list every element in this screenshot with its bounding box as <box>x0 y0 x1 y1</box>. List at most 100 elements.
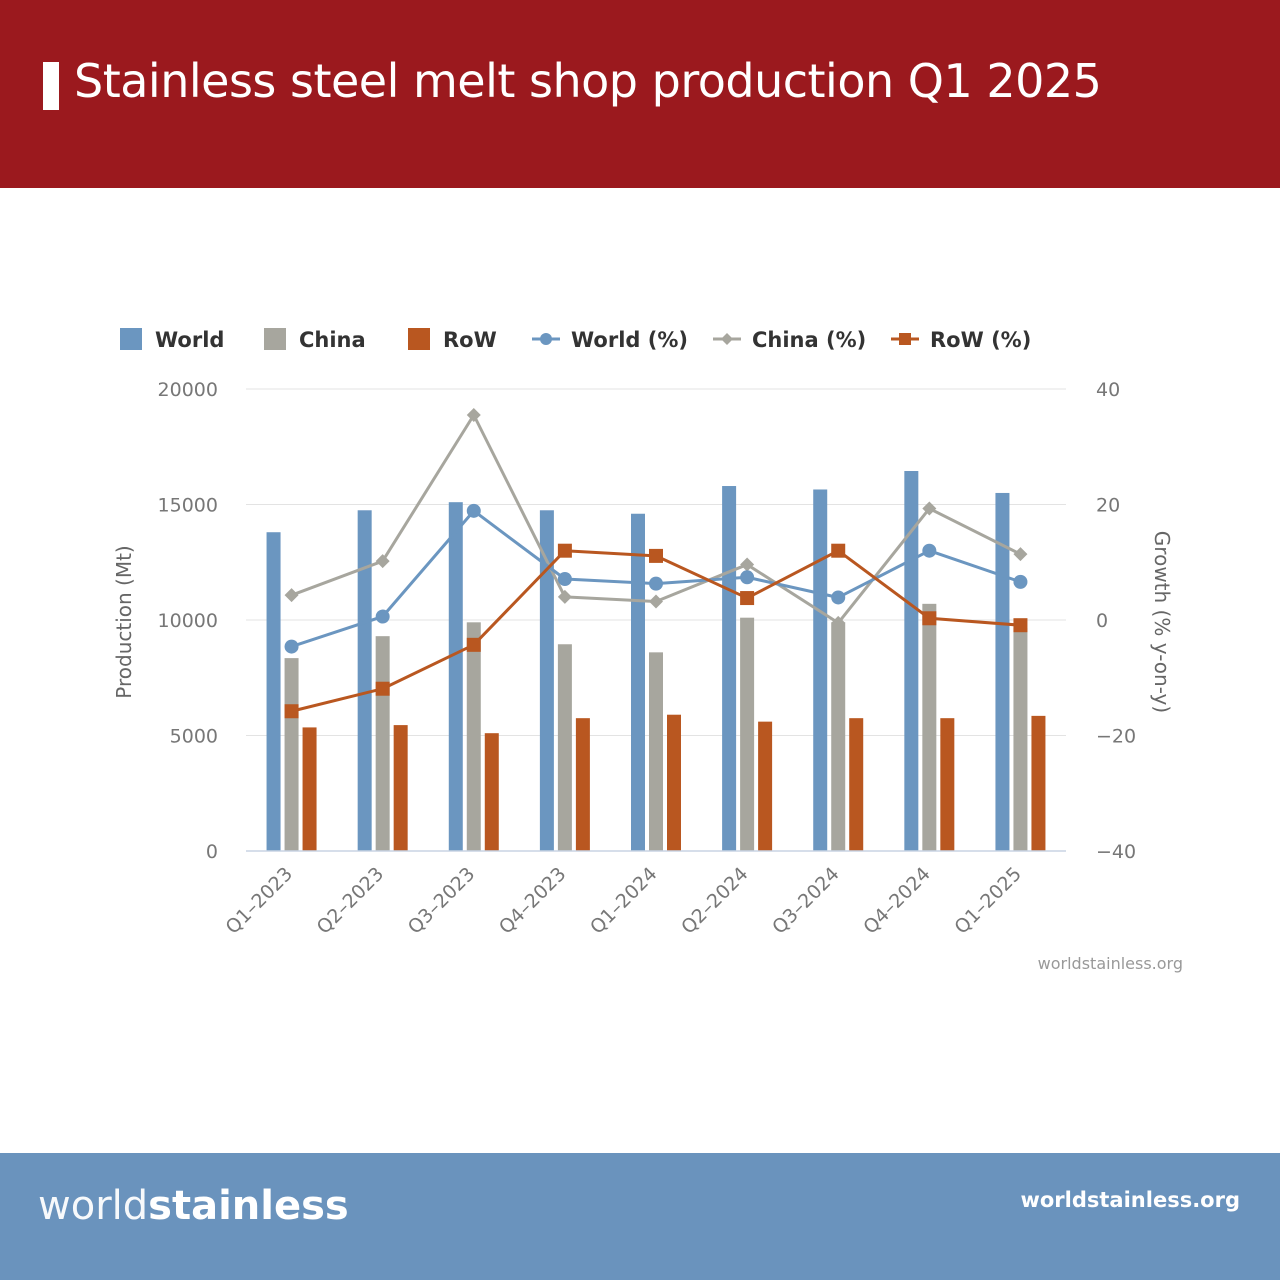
x-tick-label: Q1–2025 <box>950 863 1026 939</box>
point-world <box>922 543 937 558</box>
bar-china <box>922 603 937 851</box>
point-row <box>284 704 299 719</box>
point-china <box>466 407 481 422</box>
point-row <box>1013 618 1028 633</box>
bar-row <box>667 714 681 851</box>
bar-world <box>995 492 1010 851</box>
point-world <box>649 576 663 591</box>
legend-label-world: World <box>155 328 224 352</box>
bar-world <box>448 502 463 851</box>
bar-row <box>575 718 590 851</box>
y2-tick-label: 40 <box>1096 379 1120 401</box>
x-tick-label: Q3–2024 <box>768 863 844 939</box>
bar-row <box>849 718 864 851</box>
point-china <box>284 588 299 603</box>
bar-row <box>758 721 773 851</box>
bar-world <box>813 489 828 851</box>
legend-label-china: China (%) <box>752 328 866 352</box>
y2-tick-label: −20 <box>1096 726 1136 748</box>
bar-china <box>831 622 846 851</box>
bar-china <box>557 644 572 851</box>
point-world <box>831 590 846 605</box>
chart-container: 0 −40 5000 −20 10000 0 15000 20 20000 40 Q1–2023 Q2… <box>0 300 1280 1000</box>
point-world <box>375 609 390 624</box>
y-axis-label: Production (Mt) <box>112 545 136 698</box>
y2-tick-label: −40 <box>1096 841 1136 863</box>
legend-marker-row <box>899 333 911 345</box>
x-tick-label: Q4–2024 <box>859 863 935 939</box>
legend-swatch-china <box>264 328 286 350</box>
bar-china <box>649 652 663 851</box>
bar-world <box>631 513 645 851</box>
source-label: worldstainless.org <box>1038 954 1183 973</box>
point-row <box>557 543 572 558</box>
legend-label-row: RoW (%) <box>930 328 1031 352</box>
point-china <box>649 594 663 609</box>
point-world <box>557 571 572 586</box>
y-tick-label: 5000 <box>170 726 218 748</box>
x-tick-label: Q2–2024 <box>677 863 753 939</box>
bar-china <box>375 636 390 851</box>
footer-banner <box>0 1153 1280 1280</box>
point-china <box>831 615 846 630</box>
point-china <box>922 501 937 516</box>
x-tick-label: Q4–2023 <box>495 863 571 939</box>
footer-url-link[interactable]: worldstainless.org <box>1020 1188 1240 1212</box>
legend-marker-world <box>540 333 552 345</box>
worldstainless-logo: worldstainless <box>38 1183 349 1229</box>
legend-label-china: China <box>299 328 366 352</box>
bar-row <box>393 725 408 851</box>
point-world <box>740 570 755 585</box>
y2-tick-label: 20 <box>1096 495 1120 517</box>
title-accent-bar <box>43 62 59 110</box>
bar-china <box>466 622 481 851</box>
logo-text-world: world <box>38 1183 149 1229</box>
y-tick-label: 15000 <box>158 495 218 517</box>
x-tick-label: Q3–2023 <box>404 863 480 939</box>
page-title: Stainless steel melt shop production Q1 … <box>74 54 1102 108</box>
point-china <box>557 589 572 604</box>
point-row <box>740 591 755 606</box>
y-tick-label: 20000 <box>158 379 218 401</box>
x-tick-label: Q2–2023 <box>313 863 389 939</box>
point-row <box>922 611 937 626</box>
point-row <box>831 543 846 558</box>
y2-axis-label: Growth (% y-on-y) <box>1150 531 1174 713</box>
bar-row <box>1031 715 1046 851</box>
bar-world <box>722 486 737 851</box>
bar-world <box>539 510 554 851</box>
point-china <box>1013 547 1028 562</box>
legend-label-world: World (%) <box>571 328 688 352</box>
y-tick-label: 10000 <box>158 610 218 632</box>
chart-legend: World China RoW World (%) China (%) RoW (%) <box>120 328 1031 352</box>
point-row <box>466 637 481 652</box>
legend-swatch-world <box>120 328 142 350</box>
line-series <box>284 407 1028 719</box>
legend-swatch-row <box>408 328 430 350</box>
bar-row <box>302 727 317 851</box>
point-row <box>649 548 663 563</box>
point-china <box>740 557 755 572</box>
bar-world <box>266 532 281 851</box>
point-row <box>375 681 390 696</box>
bar-row <box>484 733 499 851</box>
point-world <box>466 503 481 518</box>
x-tick-label: Q1–2023 <box>221 863 297 939</box>
bar-china <box>1013 628 1028 851</box>
y-tick-label: 0 <box>206 841 218 863</box>
legend-marker-china <box>721 333 733 345</box>
bar-china <box>740 617 755 851</box>
bar-world <box>357 510 372 851</box>
logo-text-stainless: stainless <box>148 1183 349 1229</box>
bar-world <box>904 471 919 851</box>
y2-tick-label: 0 <box>1096 610 1108 632</box>
point-china <box>375 554 390 569</box>
header-banner: Stainless steel melt shop production Q1 … <box>0 0 1280 188</box>
bar-series <box>266 471 1046 851</box>
legend-label-row: RoW <box>443 328 497 352</box>
bar-row <box>940 718 955 851</box>
bar-china <box>284 658 299 851</box>
point-world <box>1013 574 1028 589</box>
